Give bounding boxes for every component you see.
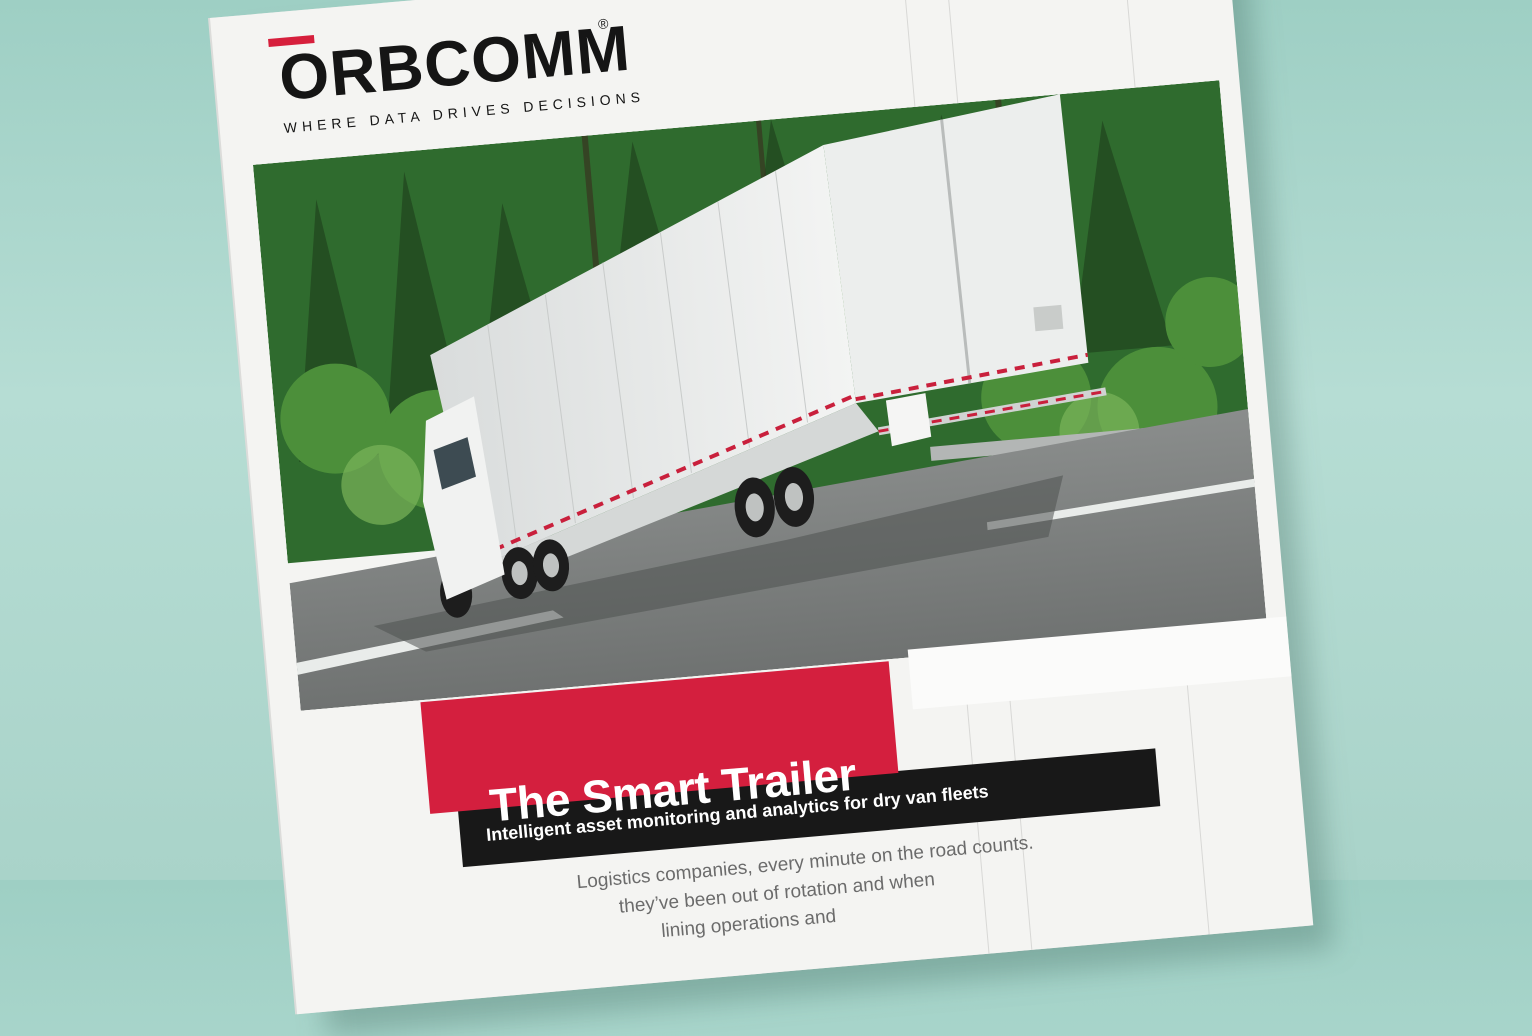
brochure-cover: ORBCOMM ® WHERE DATA DRIVES DECISIONS (210, 0, 1314, 1015)
truck-photo (252, 80, 1268, 711)
logo-registered-mark: ® (597, 15, 610, 33)
